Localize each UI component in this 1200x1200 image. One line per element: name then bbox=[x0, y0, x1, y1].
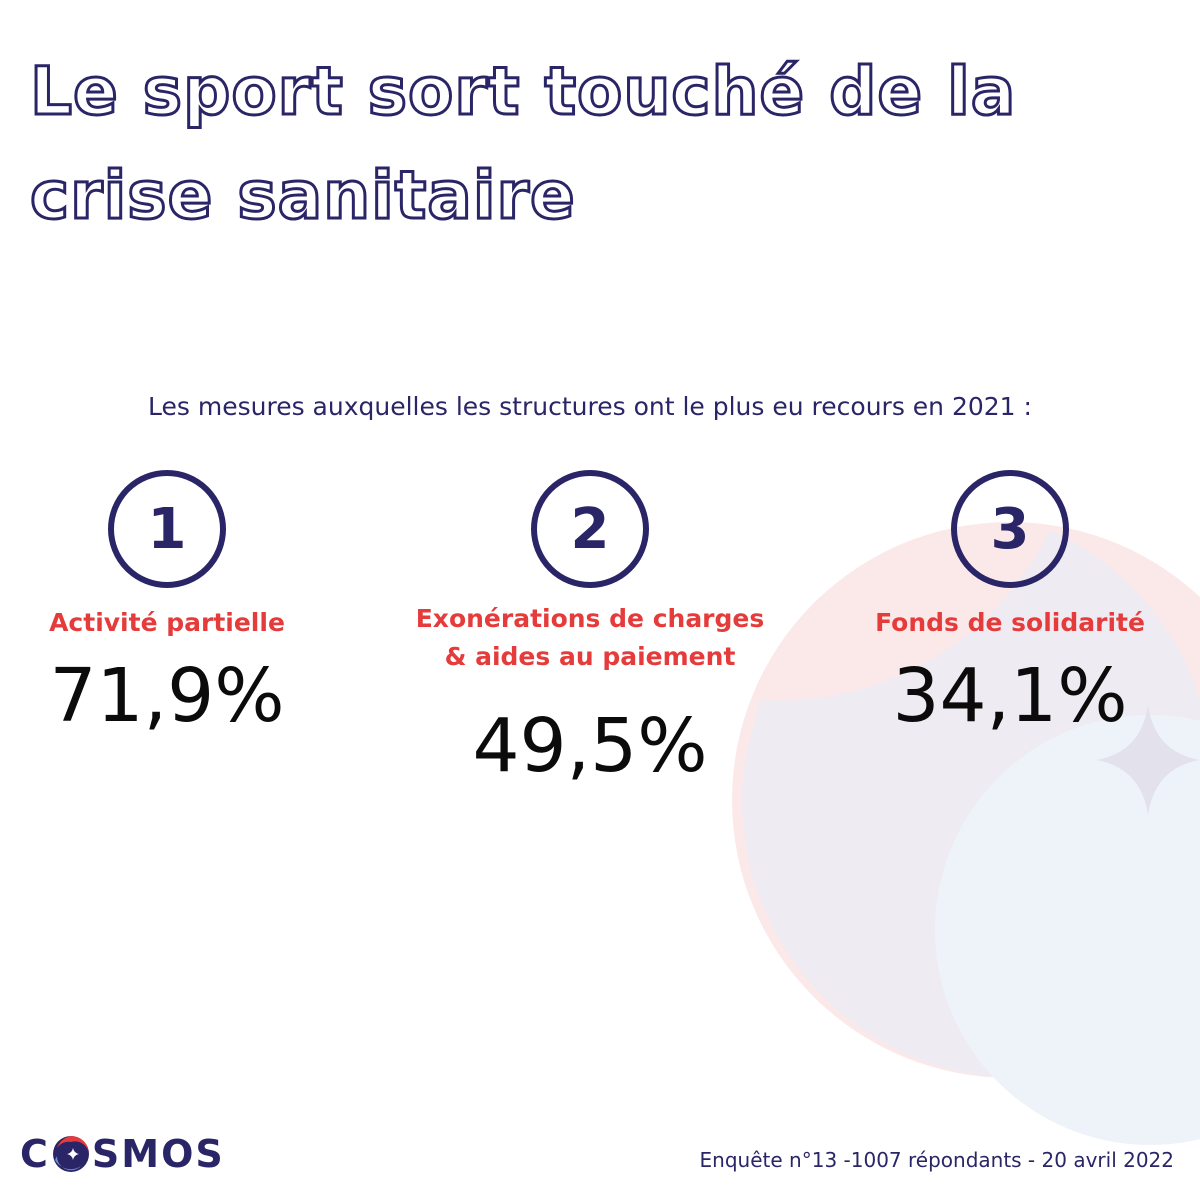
rank-badge: 3 bbox=[951, 470, 1069, 588]
subtitle: Les mesures auxquelles les structures on… bbox=[148, 392, 1032, 421]
title-line-1: Le sport sort touché de la bbox=[29, 52, 1017, 132]
survey-footer: Enquête n°13 -1007 répondants - 20 avril… bbox=[699, 1148, 1174, 1172]
measure-label-line-2: & aides au paiement bbox=[444, 642, 736, 671]
measure-fonds-solidarite: 3 Fonds de solidarité 34,1% bbox=[800, 470, 1200, 744]
measure-label: Exonérations de charges & aides au paiem… bbox=[380, 600, 800, 676]
logo-text-suffix: SMOS bbox=[91, 1132, 225, 1176]
title-line-2: crise sanitaire bbox=[29, 156, 577, 236]
measure-value: 34,1% bbox=[892, 653, 1128, 739]
measure-label: Fonds de solidarité bbox=[875, 608, 1145, 637]
measure-value: 49,5% bbox=[472, 703, 708, 789]
page-title: Le sport sort touché de la crise sanitai… bbox=[29, 40, 1170, 248]
measure-label: Activité partielle bbox=[49, 608, 285, 637]
cosmos-logo: C SMOS bbox=[20, 1132, 225, 1176]
measure-activite-partielle: 1 Activité partielle 71,9% bbox=[0, 470, 377, 744]
measure-label-line-1: Exonérations de charges bbox=[415, 604, 765, 633]
logo-text-prefix: C bbox=[20, 1132, 50, 1176]
globe-star-icon bbox=[52, 1136, 89, 1172]
measure-exonerations: 2 Exonérations de charges & aides au pai… bbox=[380, 470, 800, 794]
rank-badge: 2 bbox=[531, 470, 649, 588]
rank-badge: 1 bbox=[108, 470, 226, 588]
measure-value: 71,9% bbox=[49, 653, 285, 739]
